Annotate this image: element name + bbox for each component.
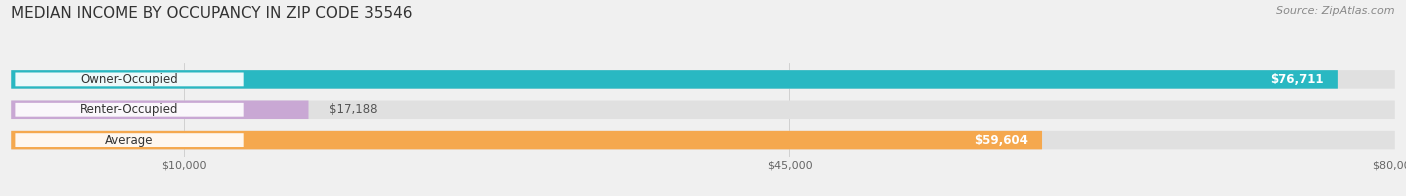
- FancyBboxPatch shape: [11, 70, 1339, 89]
- FancyBboxPatch shape: [11, 70, 1395, 89]
- FancyBboxPatch shape: [15, 103, 243, 117]
- Text: $59,604: $59,604: [974, 134, 1028, 147]
- FancyBboxPatch shape: [15, 73, 243, 86]
- Text: Renter-Occupied: Renter-Occupied: [80, 103, 179, 116]
- Text: $17,188: $17,188: [329, 103, 378, 116]
- FancyBboxPatch shape: [15, 133, 243, 147]
- Text: Source: ZipAtlas.com: Source: ZipAtlas.com: [1277, 6, 1395, 16]
- FancyBboxPatch shape: [11, 131, 1042, 149]
- FancyBboxPatch shape: [11, 101, 308, 119]
- Text: Average: Average: [105, 134, 153, 147]
- FancyBboxPatch shape: [11, 101, 1395, 119]
- Text: $76,711: $76,711: [1271, 73, 1324, 86]
- Text: Owner-Occupied: Owner-Occupied: [80, 73, 179, 86]
- FancyBboxPatch shape: [11, 131, 1395, 149]
- Text: MEDIAN INCOME BY OCCUPANCY IN ZIP CODE 35546: MEDIAN INCOME BY OCCUPANCY IN ZIP CODE 3…: [11, 6, 413, 21]
